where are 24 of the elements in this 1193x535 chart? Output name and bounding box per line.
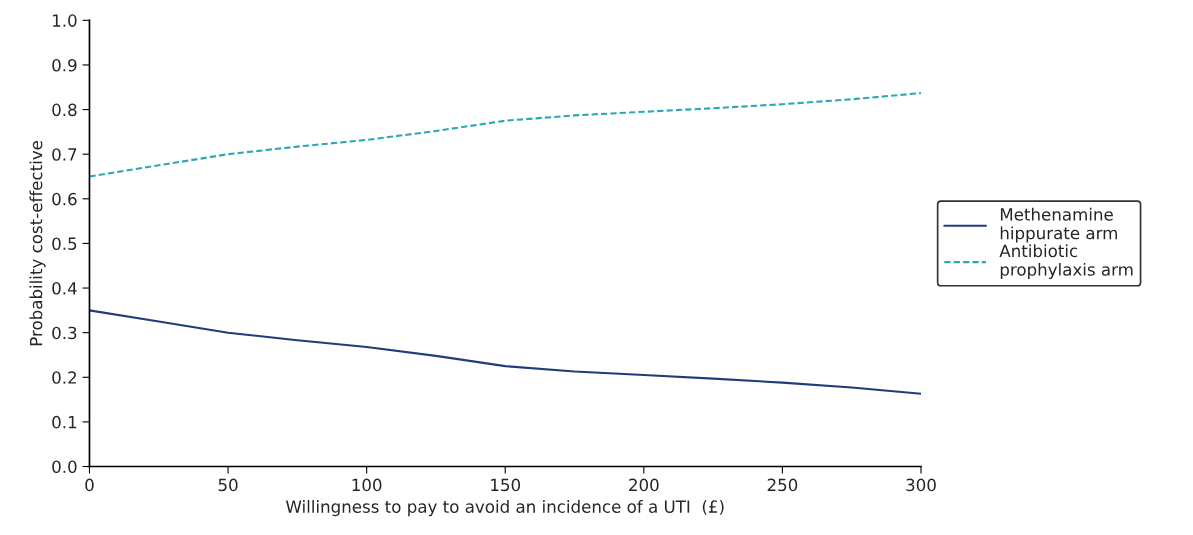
x-tick-label: 150 (491, 478, 521, 492)
y-axis-title: Probability cost-effective (29, 140, 46, 346)
y-tick-label: 0.5 (52, 237, 77, 250)
x-tick-label: 300 (906, 478, 936, 492)
x-tick-label: 100 (352, 478, 382, 492)
y-tick-label: 1.0 (52, 14, 77, 27)
y-tick-label: 0.8 (52, 103, 77, 117)
y-tick-label: 0.0 (52, 460, 77, 474)
x-tick-label: 250 (767, 478, 798, 492)
y-tick-label: 0.1 (52, 415, 77, 429)
y-tick-label: 0.4 (52, 282, 77, 295)
x-axis-title: Willingness to pay to avoid an incidence of a UTI (£) (286, 500, 724, 517)
line-series (89, 92, 921, 178)
x-tick-label: 50 (218, 478, 238, 492)
y-tick-label: 0.7 (52, 148, 77, 161)
y-tick-label: 0.9 (52, 58, 77, 72)
legend-label: Methenamine hippurate arm (1000, 207, 1117, 243)
line-series (89, 309, 921, 395)
legend-label: Antibiotic prophylaxis arm (999, 244, 1133, 280)
y-tick-label: 0.6 (52, 192, 77, 206)
y-tick-label: 0.3 (52, 326, 77, 340)
y-tick-label: 0.2 (52, 371, 76, 384)
x-tick-label: 200 (629, 478, 659, 492)
x-tick-label: 0 (85, 478, 94, 492)
